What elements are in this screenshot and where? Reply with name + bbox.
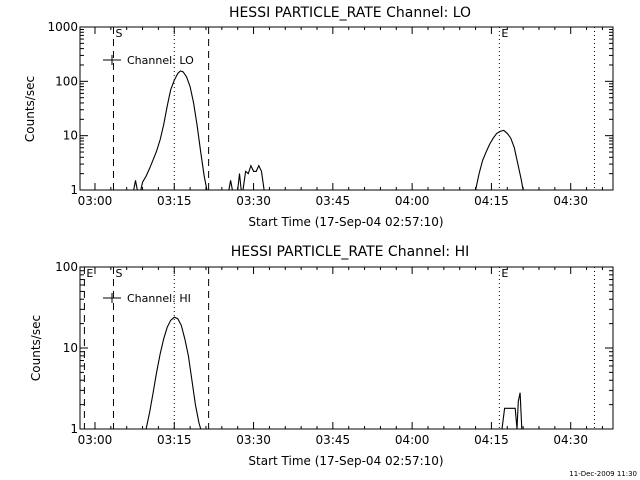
x-tick-label: 04:00	[395, 194, 430, 208]
series-line-lo	[237, 173, 242, 191]
y-tick-label: 1	[70, 422, 78, 436]
series-line-lo	[228, 180, 233, 191]
x-tick-label: 03:00	[78, 194, 113, 208]
series-line-hi	[145, 316, 202, 430]
legend-lo: Channel: LO	[103, 54, 194, 67]
x-tick-label: 03:30	[236, 433, 271, 447]
marker-label: S	[115, 267, 122, 280]
x-tick-label: 03:45	[316, 194, 351, 208]
y-tick-label: 100	[55, 260, 78, 274]
x-tick-label: 04:30	[553, 433, 588, 447]
data-series-lo	[133, 70, 524, 191]
legend-label-lo: Channel: LO	[127, 54, 194, 67]
x-tick-label: 03:45	[316, 433, 351, 447]
marker-label: S	[115, 27, 122, 40]
y-ticks-lo: 1 10 100 1000	[47, 20, 613, 197]
marker-label: E	[86, 267, 93, 280]
series-line-lo	[242, 164, 265, 191]
x-tick-label: 03:00	[78, 433, 113, 447]
hi-channel-panel: HESSI PARTICLE_RATE Channel: HI Counts/s…	[29, 244, 614, 468]
x-tick-label: 04:30	[553, 194, 588, 208]
x-tick-label: 03:15	[157, 433, 192, 447]
plot-frame-lo	[79, 26, 614, 191]
x-tick-label: 03:15	[157, 194, 192, 208]
y-tick-label: 10	[63, 341, 78, 355]
series-line-lo	[475, 129, 524, 191]
y-axis-label-hi: Counts/sec	[29, 315, 43, 381]
y-tick-label: 1	[70, 183, 78, 197]
y-tick-label: 1000	[47, 20, 78, 34]
x-axis-label-lo: Start Time (17-Sep-04 02:57:10)	[248, 215, 443, 229]
x-ticks-lo: 03:00 03:15 03:30 03:45 04:00 04:15 04:30	[78, 27, 603, 208]
series-line-hi	[501, 392, 523, 430]
y-tick-label: 10	[63, 129, 78, 143]
data-series-hi	[145, 316, 523, 430]
series-line-lo	[133, 180, 138, 191]
legend-label-hi: Channel: HI	[127, 292, 191, 305]
footer-timestamp: 11-Dec-2009 11:30	[569, 470, 637, 478]
series-line-lo	[140, 70, 208, 191]
x-tick-label: 03:30	[236, 194, 271, 208]
lo-channel-panel: HESSI PARTICLE_RATE Channel: LO Counts/s…	[23, 5, 614, 229]
x-tick-label: 04:00	[395, 433, 430, 447]
x-axis-label-hi: Start Time (17-Sep-04 02:57:10)	[248, 454, 443, 468]
x-tick-label: 04:15	[474, 433, 509, 447]
chart-title-hi: HESSI PARTICLE_RATE Channel: HI	[231, 244, 469, 260]
y-ticks-hi: 1 10 100	[55, 260, 613, 436]
y-axis-label-lo: Counts/sec	[23, 76, 37, 142]
chart-title-lo: HESSI PARTICLE_RATE Channel: LO	[229, 5, 471, 21]
legend-hi: Channel: HI	[103, 292, 191, 305]
x-ticks-hi: 03:00 03:15 03:30 03:45 04:00 04:15 04:30	[78, 267, 603, 447]
marker-label: E	[501, 27, 508, 40]
marker-label: E	[501, 267, 508, 280]
x-tick-label: 04:15	[474, 194, 509, 208]
y-tick-label: 100	[55, 74, 78, 88]
